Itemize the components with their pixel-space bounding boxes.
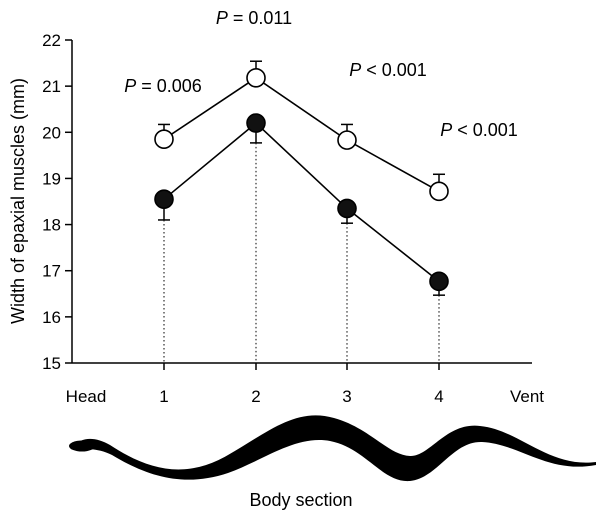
x-start-label: Head bbox=[66, 387, 107, 406]
p-symbol: P bbox=[440, 120, 452, 140]
y-tick-label-19: 19 bbox=[42, 169, 61, 188]
series-line-open-circle bbox=[163, 76, 440, 193]
p-symbol: P bbox=[349, 60, 361, 80]
x-ticks: Head Vent 1 2 3 4 bbox=[66, 363, 544, 406]
x-tick-label-4: 4 bbox=[434, 387, 443, 406]
series-filled-circle bbox=[154, 113, 449, 296]
x-end-label: Vent bbox=[510, 387, 544, 406]
point-open-circle-1 bbox=[154, 129, 174, 150]
x-tick-label-3: 3 bbox=[342, 387, 351, 406]
point-filled-circle-1 bbox=[154, 189, 174, 209]
snake-head bbox=[69, 440, 95, 452]
y-tick-label-22: 22 bbox=[42, 31, 61, 50]
p-value-text: = 0.011 bbox=[228, 8, 292, 28]
y-tick-label-20: 20 bbox=[42, 123, 61, 142]
p-symbol: P bbox=[124, 76, 136, 96]
snake-illustration bbox=[69, 415, 596, 482]
point-open-circle-4 bbox=[429, 181, 449, 202]
p-value-text: < 0.001 bbox=[361, 60, 427, 80]
y-tick-label-21: 21 bbox=[42, 77, 61, 96]
point-filled-circle-3 bbox=[337, 198, 357, 219]
x-tick-label-2: 2 bbox=[251, 387, 260, 406]
p-value-label-4: P < 0.001 bbox=[440, 120, 518, 140]
p-value-label-2: P = 0.011 bbox=[216, 8, 292, 28]
series bbox=[154, 60, 449, 296]
x-axis-title: Body section bbox=[249, 490, 352, 510]
y-tick-label-17: 17 bbox=[42, 262, 61, 281]
y-tick-label-18: 18 bbox=[42, 216, 61, 235]
series-open-circle bbox=[154, 60, 449, 202]
y-tick-label-16: 16 bbox=[42, 308, 61, 327]
point-open-circle-2 bbox=[246, 68, 266, 88]
series-line-filled-circle bbox=[163, 121, 440, 282]
y-tick-label-15: 15 bbox=[42, 354, 61, 373]
y-axis-title: Width of epaxial muscles (mm) bbox=[8, 78, 28, 324]
p-value-label-1: P = 0.006 bbox=[124, 76, 202, 96]
p-value-text: < 0.001 bbox=[452, 120, 518, 140]
point-filled-circle-4 bbox=[429, 271, 449, 292]
p-symbol: P bbox=[216, 8, 228, 28]
y-ticks: 15 16 17 18 19 20 21 22 bbox=[42, 31, 72, 373]
x-tick-label-1: 1 bbox=[159, 387, 168, 406]
p-value-text: = 0.006 bbox=[136, 76, 202, 96]
axes bbox=[71, 40, 532, 364]
dotted-guides bbox=[163, 142, 440, 363]
point-open-circle-3 bbox=[337, 130, 357, 150]
p-value-label-3: P < 0.001 bbox=[349, 60, 427, 80]
point-filled-circle-2 bbox=[246, 113, 266, 133]
snake-body bbox=[72, 415, 596, 482]
